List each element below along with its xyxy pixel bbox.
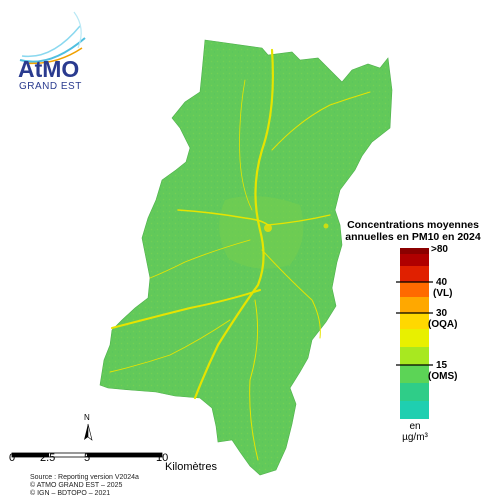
logo-brand: AtMO xyxy=(18,56,80,82)
legend-tick-30-note: (OQA) xyxy=(428,319,458,330)
legend-tick-40: 40 xyxy=(436,277,448,288)
road-northeast xyxy=(271,91,371,151)
east-hotspot xyxy=(323,223,329,229)
logo-subtitle: GRAND EST xyxy=(19,81,82,92)
road-southwest-2 xyxy=(109,319,231,373)
road-southwest xyxy=(111,289,261,329)
road-north-south xyxy=(193,48,274,400)
atmo-logo-icon xyxy=(19,11,86,65)
scale-bar xyxy=(11,452,163,458)
north-arrow-icon xyxy=(84,423,93,441)
road-southeast xyxy=(261,249,321,339)
legend-tick-max: >80 xyxy=(431,244,448,255)
source-line-2: © ATMO GRAND EST – 2025 xyxy=(30,482,123,489)
legend-tick-30: 30 xyxy=(436,308,448,319)
scale-label-10: 10 xyxy=(156,452,169,464)
road-north-2 xyxy=(239,79,253,211)
legend-unit-line1: en xyxy=(409,421,421,432)
legend-color-bar xyxy=(396,248,433,419)
road-south xyxy=(249,299,259,461)
legend-title-line2: annuelles en PM10 en 2024 xyxy=(345,231,481,243)
source-line-3: © IGN – BDTOPO – 2021 xyxy=(30,490,111,497)
legend-title-line1: Concentrations moyennes xyxy=(347,219,479,231)
scale-label-2-5: 2.5 xyxy=(40,452,56,464)
legend-tick-40-note: (VL) xyxy=(433,288,453,299)
legend-tick-15-note: (OMS) xyxy=(428,371,458,382)
scale-label-5: 5 xyxy=(84,452,91,464)
legend-unit: en µg/m³ xyxy=(400,421,430,443)
road-west-2 xyxy=(149,239,251,279)
road-east xyxy=(267,214,331,226)
source-line-1: Source : Reporting version V2024a xyxy=(30,474,139,481)
city-center-hotspot xyxy=(264,224,272,232)
legend-tick-15: 15 xyxy=(436,360,448,371)
scale-unit: Kilomètres xyxy=(165,461,217,473)
legend-title: Concentrations moyennes annuelles en PM1… xyxy=(338,219,488,243)
north-label: N xyxy=(84,413,90,422)
scale-label-0: 0 xyxy=(9,452,16,464)
road-west xyxy=(177,209,269,226)
legend-unit-line2: µg/m³ xyxy=(402,432,428,443)
